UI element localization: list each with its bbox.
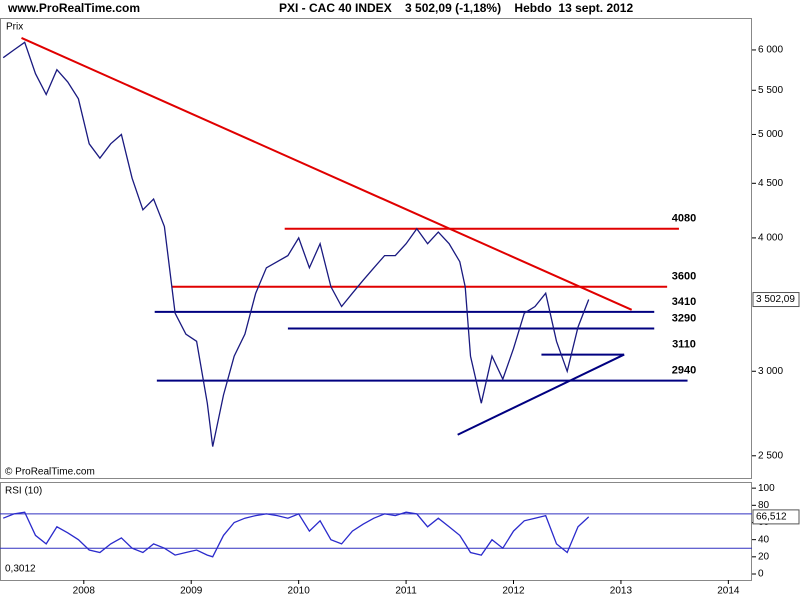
last-value-box bbox=[752, 292, 800, 308]
level-label: 3410 bbox=[672, 296, 696, 308]
site-name: www.ProRealTime.com bbox=[7, 1, 140, 15]
x-tick-label: 2012 bbox=[502, 586, 525, 597]
y-tick-label: 100 bbox=[758, 483, 775, 494]
y-tick-label: 80 bbox=[758, 500, 770, 511]
y-tick-label: 5 000 bbox=[758, 129, 783, 140]
level-label: 4080 bbox=[672, 213, 696, 225]
rsi-frame bbox=[0, 482, 752, 581]
y-tick-label: 20 bbox=[758, 551, 770, 562]
y-tick-label: 3 000 bbox=[758, 366, 783, 377]
level-label: 2940 bbox=[672, 365, 696, 377]
y-tick-label: 0 bbox=[758, 569, 764, 580]
y-tick-label: 6 000 bbox=[758, 45, 783, 56]
price-frame bbox=[0, 18, 752, 479]
level-label: 3110 bbox=[672, 338, 696, 350]
x-tick-label: 2010 bbox=[288, 586, 311, 597]
series-line bbox=[2, 511, 590, 558]
trendline bbox=[21, 37, 633, 311]
credit: © ProRealTime.com bbox=[5, 467, 95, 478]
last-value-box bbox=[752, 509, 800, 525]
y-tick-label: 4 500 bbox=[758, 178, 783, 189]
x-tick-label: 2011 bbox=[395, 586, 417, 597]
level-label: 3290 bbox=[672, 312, 696, 324]
last-value-label: 3 502,09 bbox=[756, 294, 795, 305]
rsi-title: RSI (10) bbox=[5, 486, 42, 497]
last-value-label: 66,512 bbox=[756, 512, 787, 523]
x-tick-label: 2009 bbox=[180, 586, 203, 597]
y-axis-label: Prix bbox=[6, 22, 23, 33]
rsi-note: 0,3012 bbox=[5, 564, 36, 575]
chart-title: PXI - CAC 40 INDEX 3 502,09 (-1,18%) Heb… bbox=[279, 1, 633, 15]
series-line bbox=[2, 41, 590, 447]
x-tick-label: 2013 bbox=[610, 586, 633, 597]
y-tick-label: 2 500 bbox=[758, 450, 783, 461]
x-tick-label: 2014 bbox=[717, 586, 740, 597]
y-tick-label: 5 500 bbox=[758, 85, 783, 96]
y-tick-label: 4 000 bbox=[758, 233, 783, 244]
y-tick-label: 40 bbox=[758, 534, 770, 545]
level-label: 3600 bbox=[672, 271, 696, 283]
trendline bbox=[457, 353, 625, 436]
x-tick-label: 2008 bbox=[73, 586, 96, 597]
